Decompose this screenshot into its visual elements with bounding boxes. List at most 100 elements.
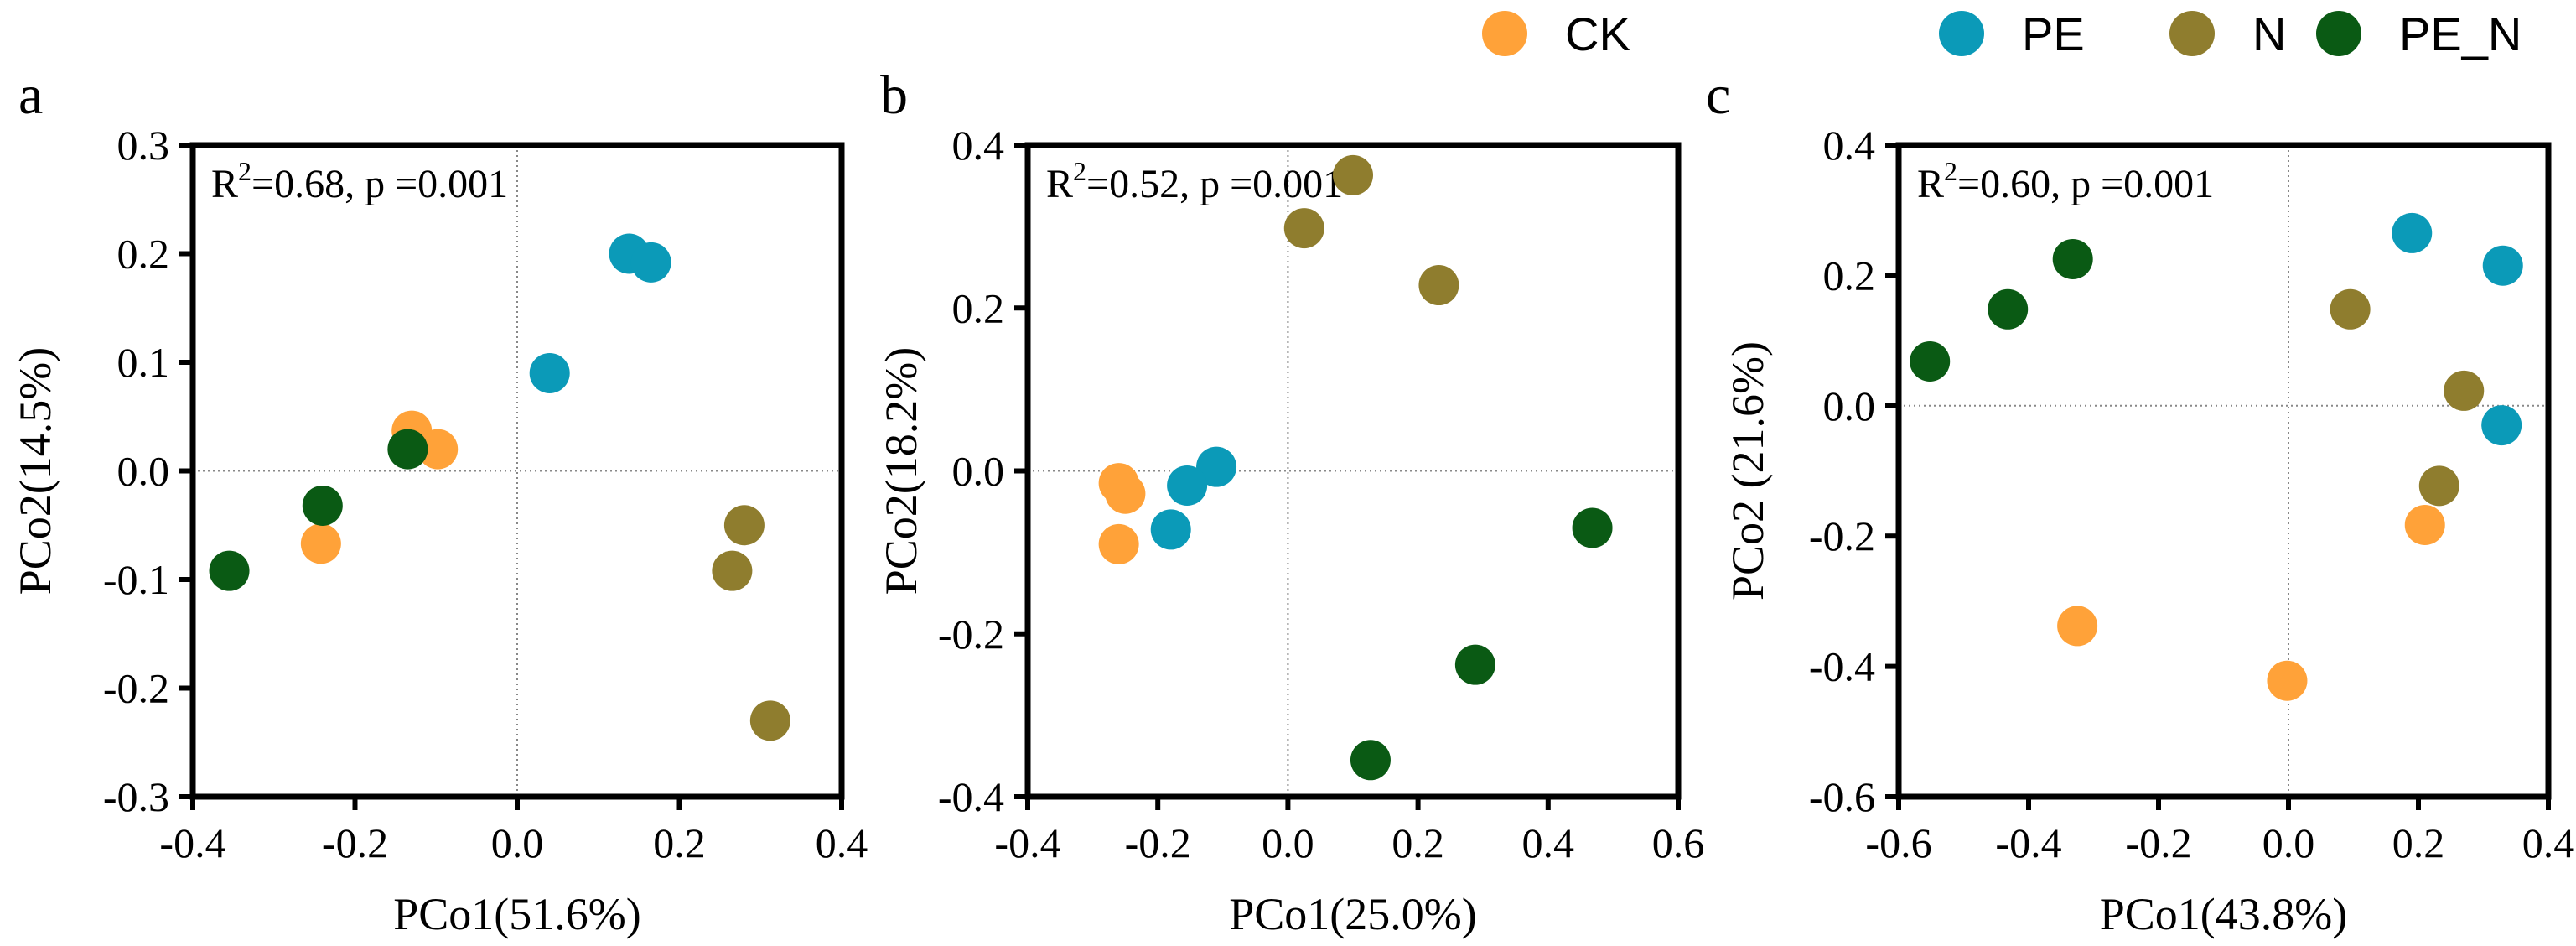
x-tick-label: 0.6 xyxy=(1652,819,1705,866)
panel-label: c xyxy=(1706,65,1730,126)
panel-label: a xyxy=(18,65,43,126)
data-point-ck xyxy=(300,523,341,564)
series-ck xyxy=(1098,463,1146,564)
data-point-pe xyxy=(2482,245,2523,286)
x-tick-label: 0.0 xyxy=(2262,819,2315,866)
annotation-superscript: 2 xyxy=(1944,156,1957,186)
data-point-n xyxy=(2444,370,2485,411)
x-axis-label: PCo1(43.8%) xyxy=(2100,889,2348,939)
y-tick-label: -0.2 xyxy=(938,611,1004,658)
y-tick-label: 0.0 xyxy=(1823,382,1876,429)
y-tick-label: -0.3 xyxy=(103,773,169,820)
y-tick-label: 0.4 xyxy=(1823,122,1876,169)
series-pe xyxy=(1150,446,1237,550)
panel-c: c -0.6 -0.4 -0.2 0.0 0.2 0.4 0.4 0.2 0.0 -0.2 -0.4 -… xyxy=(1706,65,2574,939)
legend-marker xyxy=(1482,11,1527,56)
data-point-pe-n xyxy=(2052,238,2093,279)
data-point-ck xyxy=(2267,660,2308,701)
series-pe-n xyxy=(1910,238,2093,382)
legend-label: N xyxy=(2252,8,2286,60)
y-axis-label: PCo2(14.5%) xyxy=(10,347,60,595)
y-tick-label: -0.4 xyxy=(938,773,1004,820)
series-pe xyxy=(529,233,671,393)
legend-marker xyxy=(1939,11,1984,56)
y-tick-label: 0.2 xyxy=(952,284,1005,331)
x-axis-label: PCo1(25.0%) xyxy=(1229,889,1477,939)
data-point-n xyxy=(1283,208,1324,249)
stat-annotation: R2=0.52, p =0.001 xyxy=(1046,156,1343,206)
data-point-n xyxy=(749,700,790,741)
x-tick-label: 0.0 xyxy=(491,819,544,866)
series-pe-n xyxy=(209,429,428,591)
panel-b: b -0.4 -0.2 0.0 0.2 0.4 0.6 0.4 0.2 0.0 -0.2 -0.4 PC… xyxy=(876,65,1704,939)
data-point-n xyxy=(712,550,753,591)
legend-marker xyxy=(2316,11,2361,56)
annotation-suffix: =0.68, p =0.001 xyxy=(251,162,508,206)
x-tick-label: -0.4 xyxy=(1995,819,2061,866)
x-tick-label: -0.2 xyxy=(322,819,388,866)
y-tick-label: -0.4 xyxy=(1809,643,1875,690)
data-point-ck xyxy=(1098,523,1139,564)
annotation-suffix: =0.52, p =0.001 xyxy=(1086,162,1343,206)
annotation-prefix: R xyxy=(211,162,238,206)
annotation-suffix: =0.60, p =0.001 xyxy=(1957,162,2214,206)
data-point-ck xyxy=(2404,504,2445,545)
y-tick-label: 0.2 xyxy=(1823,252,1876,299)
data-point-pe-n xyxy=(387,429,428,470)
panel-a: a -0.4 -0.2 0.0 0.2 0.4 0.3 0.2 0.1 0.0 -0.1 -0.2 -0… xyxy=(10,65,868,939)
legend-label: PE_N xyxy=(2399,8,2522,60)
y-tick-label: 0.1 xyxy=(117,339,170,386)
x-tick-label: 0.0 xyxy=(1262,819,1314,866)
data-point-ck xyxy=(417,429,459,470)
data-point-pe-n xyxy=(1572,507,1613,548)
data-point-ck xyxy=(1105,473,1146,514)
data-point-pe xyxy=(2481,405,2522,446)
data-point-n xyxy=(1333,154,1373,195)
data-point-n xyxy=(1418,265,1459,306)
stat-annotation: R2=0.60, p =0.001 xyxy=(1917,156,2214,206)
x-tick-label: 0.2 xyxy=(653,819,706,866)
data-point-n xyxy=(2418,465,2459,507)
x-axis-label: PCo1(51.6%) xyxy=(393,889,641,939)
y-tick-label: -0.2 xyxy=(1809,512,1875,559)
plot-frame xyxy=(1895,142,2552,800)
data-point-n xyxy=(723,505,765,546)
x-tick-label: -0.2 xyxy=(1125,819,1191,866)
y-tick-label: 0.4 xyxy=(952,122,1005,169)
x-tick-label: -0.4 xyxy=(994,819,1060,866)
data-point-pe xyxy=(529,352,570,393)
y-tick-label: 0.0 xyxy=(117,448,170,495)
legend-marker xyxy=(2169,11,2215,56)
series-pe-n xyxy=(1350,507,1613,781)
data-point-pe-n xyxy=(1350,740,1391,781)
y-tick-label: 0.3 xyxy=(117,122,170,169)
data-point-pe xyxy=(1150,509,1191,550)
series-n xyxy=(712,505,790,741)
y-tick-label: 0.0 xyxy=(952,448,1005,495)
stat-annotation: R2=0.68, p =0.001 xyxy=(211,156,508,206)
y-axis-label: PCo2(18.2%) xyxy=(876,347,926,595)
x-tick-label: 0.4 xyxy=(1522,819,1575,866)
data-point-pe xyxy=(1196,446,1237,487)
y-tick-label: -0.6 xyxy=(1809,773,1875,820)
x-tick-label: 0.4 xyxy=(816,819,868,866)
annotation-superscript: 2 xyxy=(238,156,251,186)
legend-item-ck: CK xyxy=(1482,8,1630,60)
data-point-pe xyxy=(1167,465,1208,506)
data-point-n xyxy=(2330,288,2371,330)
legend: CK PE N PE_N xyxy=(1482,8,2522,60)
legend-item-pe: PE xyxy=(1939,8,2085,60)
x-tick-label: 0.4 xyxy=(2522,819,2575,866)
y-tick-label: 0.2 xyxy=(117,231,170,278)
series-n xyxy=(2330,288,2485,507)
data-point-pe-n xyxy=(1910,340,1951,382)
annotation-prefix: R xyxy=(1046,162,1073,206)
y-tick-label: -0.1 xyxy=(103,556,169,603)
legend-label: CK xyxy=(1565,8,1630,60)
data-point-pe-n xyxy=(209,550,250,591)
series-n xyxy=(1283,154,1459,306)
data-point-pe-n xyxy=(1454,644,1495,685)
data-point-pe-n xyxy=(302,485,343,526)
x-tick-label: 0.2 xyxy=(2392,819,2445,866)
